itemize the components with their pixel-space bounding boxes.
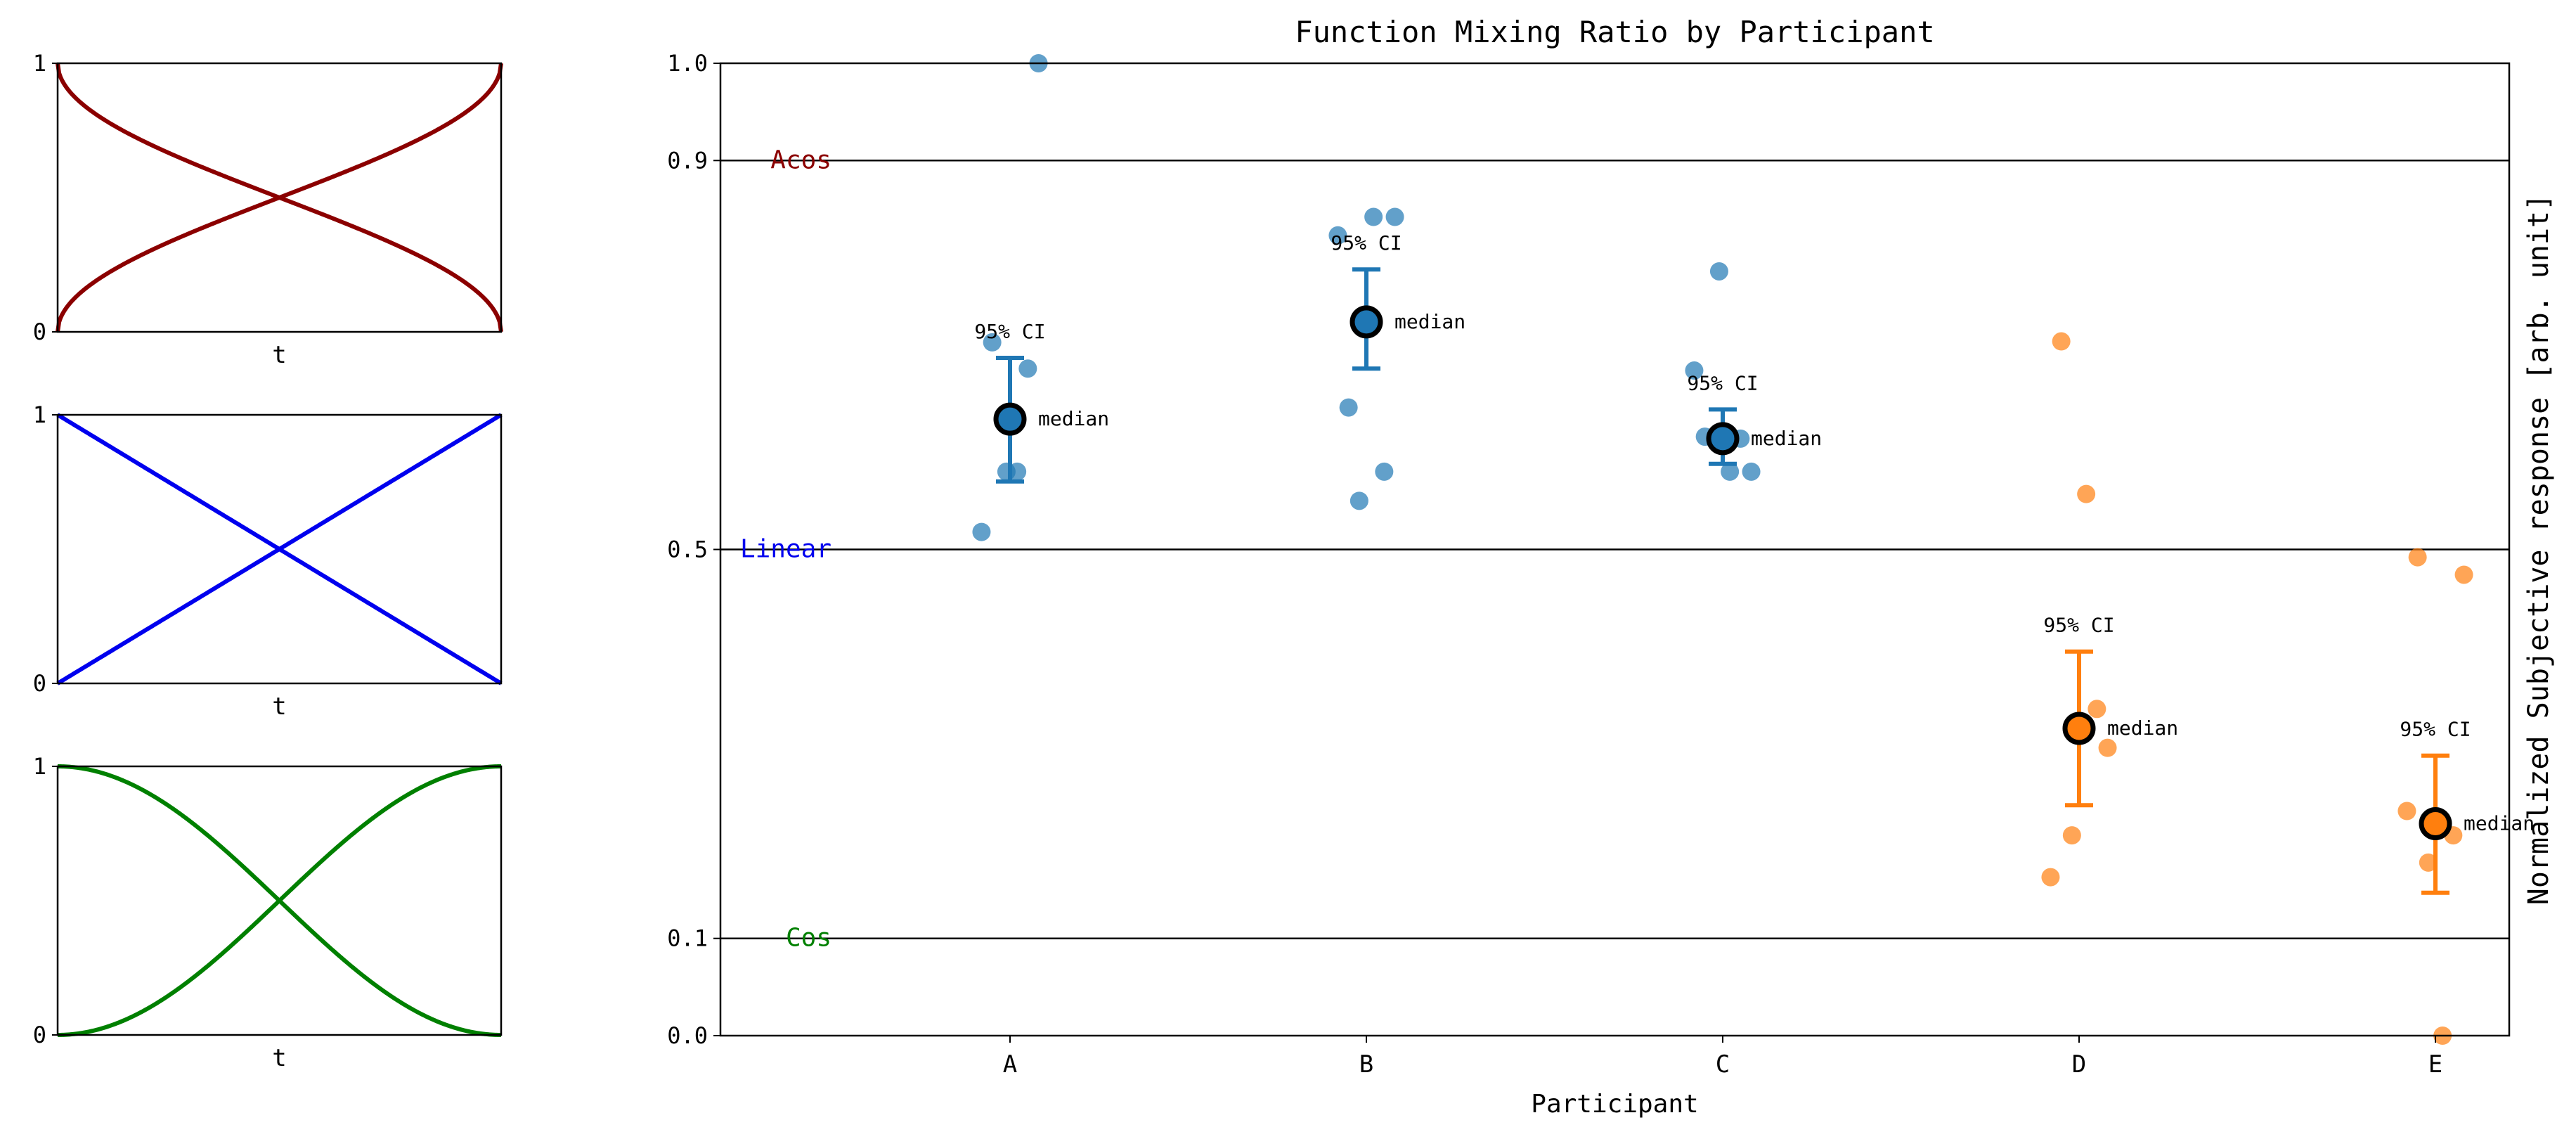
x-axis-label: t <box>272 341 286 369</box>
median-marker <box>2062 712 2096 745</box>
curve-linear-decreasing <box>56 413 503 686</box>
panel-frame <box>56 62 503 333</box>
participant-summary-B: 95% CI median <box>1331 231 1465 371</box>
median-marker <box>993 402 1027 436</box>
participant-D <box>2041 332 2117 887</box>
ci-label: 95% CI <box>1331 231 1402 255</box>
participant-summary-A: 95% CI median <box>974 320 1109 484</box>
data-point <box>1721 462 1740 481</box>
x-axis-label: Participant <box>1531 1090 1698 1119</box>
panel-frame <box>56 765 503 1036</box>
data-point <box>1375 462 1394 481</box>
y-axis-label: Normalized Subjective response [arb. uni… <box>2523 194 2555 905</box>
data-point <box>972 522 991 541</box>
participant-summary-E: 95% CI median <box>2400 718 2535 895</box>
curve-cos-decreasing <box>57 764 502 1037</box>
ci-label: 95% CI <box>2043 614 2114 637</box>
x-tick-label: A <box>1003 1050 1017 1079</box>
data-point <box>1018 359 1037 378</box>
data-point <box>2098 738 2117 757</box>
ci-label: 95% CI <box>2400 718 2471 741</box>
x-tick-label: E <box>2428 1050 2442 1079</box>
data-point <box>2408 548 2427 567</box>
x-axis-label: t <box>272 1044 286 1072</box>
data-point <box>2041 868 2060 887</box>
function-panel-acos: 1 0 t <box>33 50 503 369</box>
data-point <box>2419 853 2438 872</box>
participant-A <box>972 54 1048 541</box>
data-point <box>2088 700 2106 719</box>
median-marker <box>1706 422 1740 456</box>
y-tick-label: 1.0 <box>667 50 708 77</box>
ci-label: 95% CI <box>974 320 1045 343</box>
data-point <box>1742 462 1761 481</box>
x-tick-label: C <box>1716 1050 1730 1079</box>
median-label: median <box>1038 407 1109 430</box>
data-point <box>983 333 1002 352</box>
data-point <box>2397 802 2416 821</box>
median-marker <box>1350 305 1383 339</box>
y-tick-label: 0 <box>33 670 46 697</box>
y-tick-label: 0 <box>33 318 46 345</box>
data-point <box>2077 484 2096 503</box>
median-marker <box>2419 807 2452 841</box>
x-axis-label: t <box>272 693 286 721</box>
chart-title: Function Mixing Ratio by Participant <box>1295 15 1934 49</box>
participant-E <box>2397 548 2473 1045</box>
participant-B <box>1328 207 1404 510</box>
y-tick-label: 0.9 <box>667 147 708 174</box>
data-point <box>2454 565 2473 584</box>
median-label: median <box>1394 310 1465 333</box>
y-tick-label: 0.5 <box>667 536 708 563</box>
reference-line-label: Linear <box>740 535 831 564</box>
x-tick-label: D <box>2072 1050 2086 1079</box>
data-point <box>1709 262 1728 281</box>
data-point <box>1685 361 1704 380</box>
y-tick-label: 0 <box>33 1022 46 1048</box>
data-point <box>1385 207 1404 226</box>
data-point <box>1350 491 1368 510</box>
data-point <box>1364 207 1383 226</box>
reference-line-label: Cos <box>786 924 831 953</box>
median-label: median <box>1751 427 1822 450</box>
median-label: median <box>2464 812 2535 835</box>
data-point <box>2062 826 2081 845</box>
function-panel-cos: 1 0 t <box>33 753 503 1072</box>
y-tick-label: 0.1 <box>667 925 708 952</box>
function-panel-linear: 1 0 t <box>33 401 503 721</box>
y-tick-label: 1 <box>33 753 46 780</box>
mixing-ratio-chart: Function Mixing Ratio by Participant Acos… <box>667 15 2555 1119</box>
reference-line-label: Acos <box>770 146 831 174</box>
function-panels: 1 0 t 1 0 t 1 0 t <box>33 50 503 1072</box>
ci-label: 95% CI <box>1687 371 1758 394</box>
data-point <box>2052 332 2071 351</box>
y-tick-label: 1 <box>33 401 46 428</box>
data-point <box>1008 462 1027 481</box>
y-tick-label: 1 <box>33 50 46 77</box>
panel-frame <box>56 413 503 685</box>
data-point <box>1328 226 1347 245</box>
curve-acos-decreasing <box>56 63 503 333</box>
median-label: median <box>2107 716 2178 740</box>
y-tick-label: 0.0 <box>667 1022 708 1049</box>
data-point <box>1339 398 1358 417</box>
x-tick-label: B <box>1359 1050 1373 1079</box>
participant-summary-C: 95% CI median <box>1687 371 1822 466</box>
participant-summary-D: 95% CI median <box>2043 614 2178 808</box>
